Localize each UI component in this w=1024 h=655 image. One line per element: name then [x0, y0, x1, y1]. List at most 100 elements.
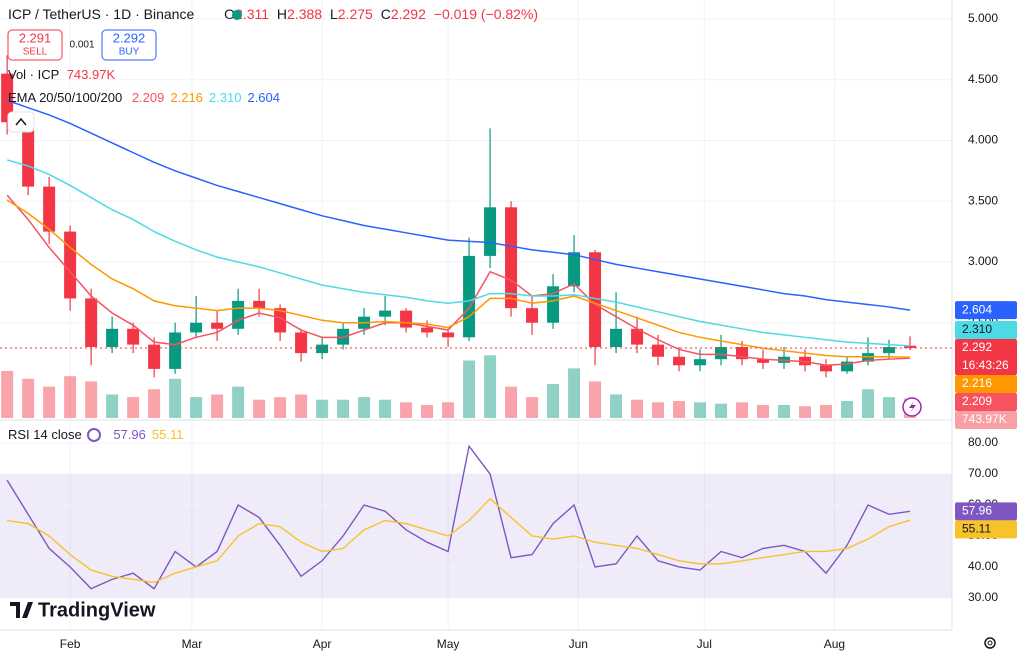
candle-body: [568, 252, 581, 287]
rsi-tag-box: [955, 502, 1017, 521]
volume-bar: [316, 399, 329, 418]
alert-button[interactable]: [902, 397, 922, 417]
ohlc-key: L: [330, 6, 338, 22]
rsi-tag: 57.96: [962, 504, 992, 518]
candle-body: [127, 328, 140, 345]
ohlc-key: C: [381, 6, 391, 22]
ema-line: [6, 99, 911, 311]
settings-icon[interactable]: [984, 637, 996, 649]
ohlc-value: 2.388: [287, 6, 322, 22]
candle-body: [673, 356, 686, 366]
last-price-tag-box: [955, 339, 1017, 376]
candle-body: [883, 347, 896, 354]
y-tick-label: 4.000: [968, 133, 998, 147]
ema-title: EMA 20/50/100/200: [8, 90, 122, 105]
ema-line: [6, 159, 911, 347]
volume-bar: [253, 399, 266, 418]
buy-label[interactable]: BUY: [119, 47, 140, 58]
ema-tag: 2.209: [962, 394, 992, 408]
axes: FebMarAprMayJunJulAug2.5003.0003.5004.00…: [60, 11, 999, 651]
buy-box[interactable]: [101, 29, 157, 61]
volume-bar: [526, 397, 539, 418]
candle-body: [316, 344, 329, 354]
candle-body: [64, 231, 77, 299]
last-price-tag-sub: 16:43:26: [962, 358, 1009, 372]
volume-bar: [778, 404, 791, 418]
volume-bar: [64, 376, 77, 418]
candle-body: [1, 73, 14, 123]
candle-body: [379, 310, 392, 317]
settings-icon[interactable]: [987, 640, 993, 646]
rsi-value: 55.11: [152, 427, 184, 442]
rsi-line: [7, 497, 911, 584]
volume-bar: [631, 399, 644, 418]
volume-bar: [694, 402, 707, 418]
ema-tag: 2.216: [962, 376, 992, 390]
candle-body: [757, 359, 770, 363]
candle-body: [106, 328, 119, 348]
sell-button[interactable]: 2.291 SELL: [7, 29, 63, 61]
volume-bar: [379, 399, 392, 418]
volume-bar: [127, 397, 140, 418]
ema-line: [6, 194, 911, 367]
candle-body: [274, 308, 287, 333]
x-tick-label: Jun: [569, 637, 588, 651]
sell-label[interactable]: SELL: [23, 47, 48, 58]
ohlc-key: O: [224, 6, 235, 22]
sell-price[interactable]: 2.291: [19, 30, 52, 45]
candle-body: [442, 332, 455, 338]
candle-body: [715, 347, 728, 360]
volume-tag-box: [955, 411, 1017, 430]
ema-legend: EMA 20/50/100/200 2.209 2.216 2.310 2.604: [8, 90, 280, 105]
ema-tag-box: [955, 301, 1017, 320]
buy-price[interactable]: 2.292: [113, 30, 146, 45]
candle-body: [820, 365, 833, 372]
volume-bar: [337, 399, 350, 418]
x-tick-label: Jul: [697, 637, 712, 651]
volume-bar: [610, 394, 623, 418]
y-tick-label: 40.00: [968, 559, 998, 573]
volume-bar: [505, 386, 518, 418]
y-tick-label: 4.500: [968, 72, 998, 86]
volume-layer: [1, 355, 917, 418]
volume-bar: [211, 394, 224, 418]
legend-row: ICP / TetherUS · 1D · Binance O2.311 H2.…: [8, 6, 538, 22]
ema-tag-box: [955, 393, 1017, 412]
volume-bar: [736, 402, 749, 418]
volume-bar: [715, 403, 728, 418]
volume-bar: [862, 389, 875, 418]
candle-body: [211, 322, 224, 329]
volume-bar: [232, 386, 245, 418]
rsi-line: [6, 444, 911, 590]
brand-logo: [10, 602, 33, 618]
volume-bar: [106, 394, 119, 418]
volume-bar: [1, 370, 14, 418]
price-layer: [0, 55, 952, 378]
ema-value: 2.604: [247, 90, 280, 105]
settings-button[interactable]: [984, 637, 996, 649]
collapse-box[interactable]: [7, 111, 35, 133]
volume-bar: [568, 368, 581, 418]
volume-bar: [421, 404, 434, 418]
alert-icon[interactable]: [909, 401, 916, 413]
rsi-tag-box: [955, 520, 1017, 539]
sell-box[interactable]: [7, 29, 63, 61]
buy-button[interactable]: 2.292 BUY: [101, 29, 157, 61]
candle-body: [610, 328, 623, 348]
collapse-icon[interactable]: [15, 117, 27, 126]
volume-legend: Vol · ICP 743.97K: [8, 67, 115, 82]
symbol-title: ICP / TetherUS · 1D · Binance: [8, 6, 194, 22]
candle-body: [190, 322, 203, 333]
volume-bar: [547, 384, 560, 418]
volume-tag: 743.97K: [962, 412, 1007, 426]
ema-tag-box: [955, 321, 1017, 340]
volume-bar: [463, 360, 476, 418]
volume-bar: [169, 378, 182, 418]
ema-tag-box: [955, 375, 1017, 394]
volume-bar: [673, 401, 686, 418]
candle-body: [463, 255, 476, 338]
candle-body: [253, 300, 266, 309]
volume-bar: [295, 394, 308, 418]
candle-body: [295, 332, 308, 354]
collapse-button[interactable]: [7, 111, 35, 133]
